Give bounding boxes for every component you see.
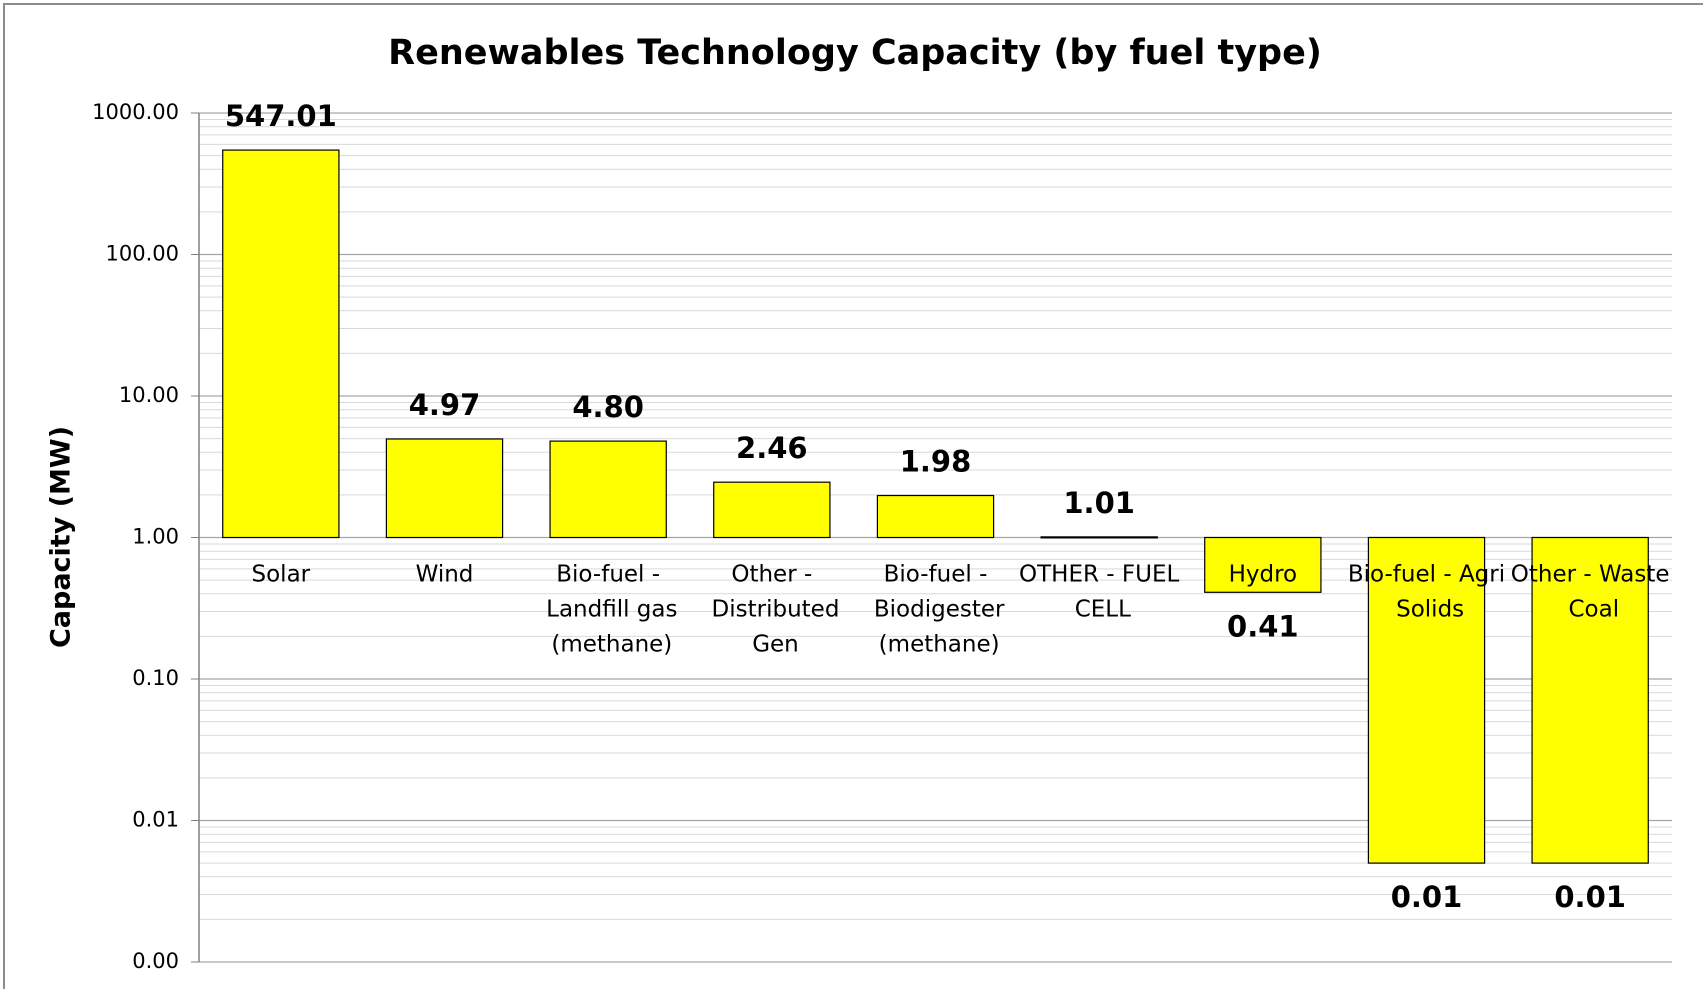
data-label: 0.01	[1554, 880, 1626, 914]
data-label: 0.41	[1227, 609, 1299, 643]
data-label: 2.46	[736, 431, 808, 465]
x-tick-label: Other - Distributed Gen	[704, 561, 839, 657]
bar	[222, 149, 340, 539]
data-label: 1.01	[1063, 486, 1135, 520]
bar	[385, 438, 504, 539]
data-label: 0.01	[1391, 880, 1463, 914]
data-label: 547.01	[225, 99, 337, 133]
data-label: 4.97	[409, 388, 481, 422]
x-tick-label: Bio-fuel - Biodigester (methane)	[867, 561, 1005, 657]
data-label: 1.98	[900, 445, 972, 479]
y-tick-label: 100.00	[106, 242, 179, 266]
bar	[1040, 536, 1158, 539]
bar	[549, 440, 667, 539]
x-tick-label: Hydro	[1229, 561, 1298, 587]
chart-title: Renewables Technology Capacity (by fuel …	[388, 33, 1322, 73]
x-tick-label: OTHER - FUEL CELL	[1019, 561, 1179, 622]
x-tick-label: Bio-fuel - Landfill gas (methane)	[539, 561, 678, 657]
x-tick-label: Wind	[416, 561, 474, 587]
y-tick-label: 0.00	[132, 949, 179, 973]
y-tick-label: 0.01	[132, 808, 179, 832]
bar	[1367, 536, 1486, 864]
y-tick-label: 0.10	[132, 666, 179, 690]
bar	[1531, 536, 1649, 864]
x-tick-label: Bio-fuel - Agri Solids	[1348, 561, 1505, 622]
x-tick-label: Other - Waste Coal	[1511, 561, 1670, 622]
y-tick-label: 1000.00	[92, 100, 179, 124]
bar	[713, 481, 831, 539]
bar	[1204, 536, 1322, 593]
data-label: 4.80	[572, 390, 644, 424]
y-axis-label: Capacity (MW)	[46, 426, 77, 648]
bar	[876, 494, 995, 539]
y-tick-label: 1.00	[132, 525, 179, 549]
y-tick-label: 10.00	[119, 383, 179, 407]
x-tick-label: Solar	[252, 561, 311, 587]
